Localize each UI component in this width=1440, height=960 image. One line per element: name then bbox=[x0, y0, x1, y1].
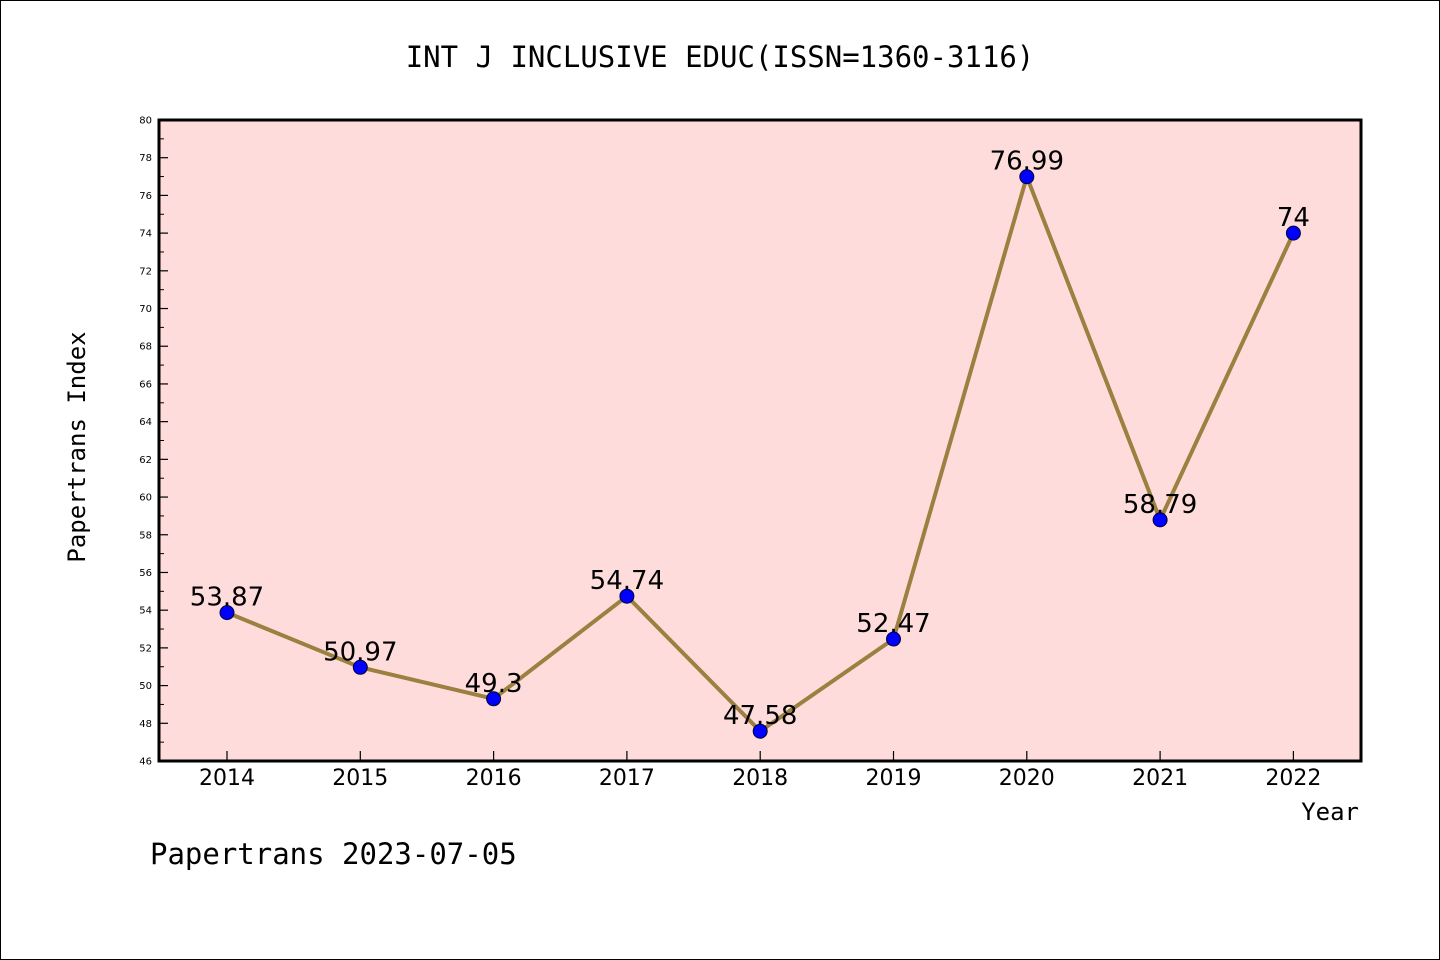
y-axis: 46 48 50 52 54 56 58 60 62 64 66 68 70 72 74 76 78 80 bbox=[139, 116, 168, 768]
y-tick-label: 68 bbox=[139, 342, 152, 353]
data-label: 58.79 bbox=[1123, 490, 1197, 520]
y-tick-label: 64 bbox=[139, 417, 152, 428]
x-tick-label: 2018 bbox=[732, 766, 788, 791]
data-point bbox=[752, 723, 768, 739]
y-tick-label: 58 bbox=[139, 530, 152, 541]
series-line bbox=[219, 169, 1301, 739]
y-tick-label: 50 bbox=[139, 681, 152, 692]
data-label: 53.87 bbox=[190, 583, 264, 613]
y-tick-label: 76 bbox=[139, 191, 152, 202]
footer-text: Papertrans 2023-07-05 bbox=[150, 837, 517, 871]
x-tick-label: 2021 bbox=[1132, 766, 1188, 791]
y-tick-label: 54 bbox=[139, 606, 152, 617]
y-tick-label: 48 bbox=[139, 719, 152, 730]
chart-title: INT J INCLUSIVE EDUC(ISSN=1360-3116) bbox=[406, 40, 1035, 74]
data-label: 74 bbox=[1277, 203, 1310, 233]
y-tick-label: 70 bbox=[139, 304, 152, 315]
data-label: 52.47 bbox=[856, 609, 930, 639]
x-tick-label: 2020 bbox=[999, 766, 1055, 791]
x-tick-label: 2019 bbox=[866, 766, 922, 791]
x-tick-label: 2016 bbox=[466, 766, 522, 791]
y-tick-label: 46 bbox=[139, 757, 152, 768]
data-point bbox=[1019, 169, 1035, 185]
data-label: 50.97 bbox=[323, 637, 397, 667]
data-point bbox=[1152, 512, 1168, 528]
x-tick-label: 2015 bbox=[332, 766, 388, 791]
data-point bbox=[886, 631, 901, 647]
x-tick-label: 2017 bbox=[599, 766, 655, 791]
y-tick-label: 52 bbox=[139, 643, 152, 654]
data-point bbox=[219, 605, 235, 621]
plot-area bbox=[157, 118, 1363, 763]
y-axis-label: Papertrans Index bbox=[63, 331, 91, 562]
y-tick-label: 80 bbox=[139, 116, 152, 127]
y-tick-label: 74 bbox=[139, 229, 152, 240]
data-point bbox=[1285, 225, 1301, 241]
data-label: 54.74 bbox=[590, 566, 664, 596]
x-tick-label: 2014 bbox=[199, 766, 255, 791]
data-labels: 53.87 50.97 49.3 54.74 47.58 52.47 76.99 58.79 7… bbox=[190, 147, 1310, 731]
x-tick-label: 2022 bbox=[1265, 766, 1321, 791]
y-tick-label: 78 bbox=[139, 153, 152, 164]
y-tick-label: 60 bbox=[139, 493, 152, 504]
data-point bbox=[352, 659, 368, 675]
data-label: 76.99 bbox=[990, 147, 1064, 177]
x-axis: 2014 2015 2016 2017 2018 2019 2020 2021 2022 bbox=[199, 751, 1321, 791]
data-point bbox=[619, 588, 635, 604]
x-axis-label: Year bbox=[1301, 798, 1359, 826]
y-tick-label: 72 bbox=[139, 266, 152, 277]
data-label: 47.58 bbox=[723, 701, 797, 731]
y-tick-label: 66 bbox=[139, 379, 152, 390]
y-tick-label: 62 bbox=[139, 455, 152, 466]
data-label: 49.3 bbox=[465, 669, 523, 699]
data-point bbox=[486, 691, 502, 707]
y-tick-label: 56 bbox=[139, 568, 152, 579]
